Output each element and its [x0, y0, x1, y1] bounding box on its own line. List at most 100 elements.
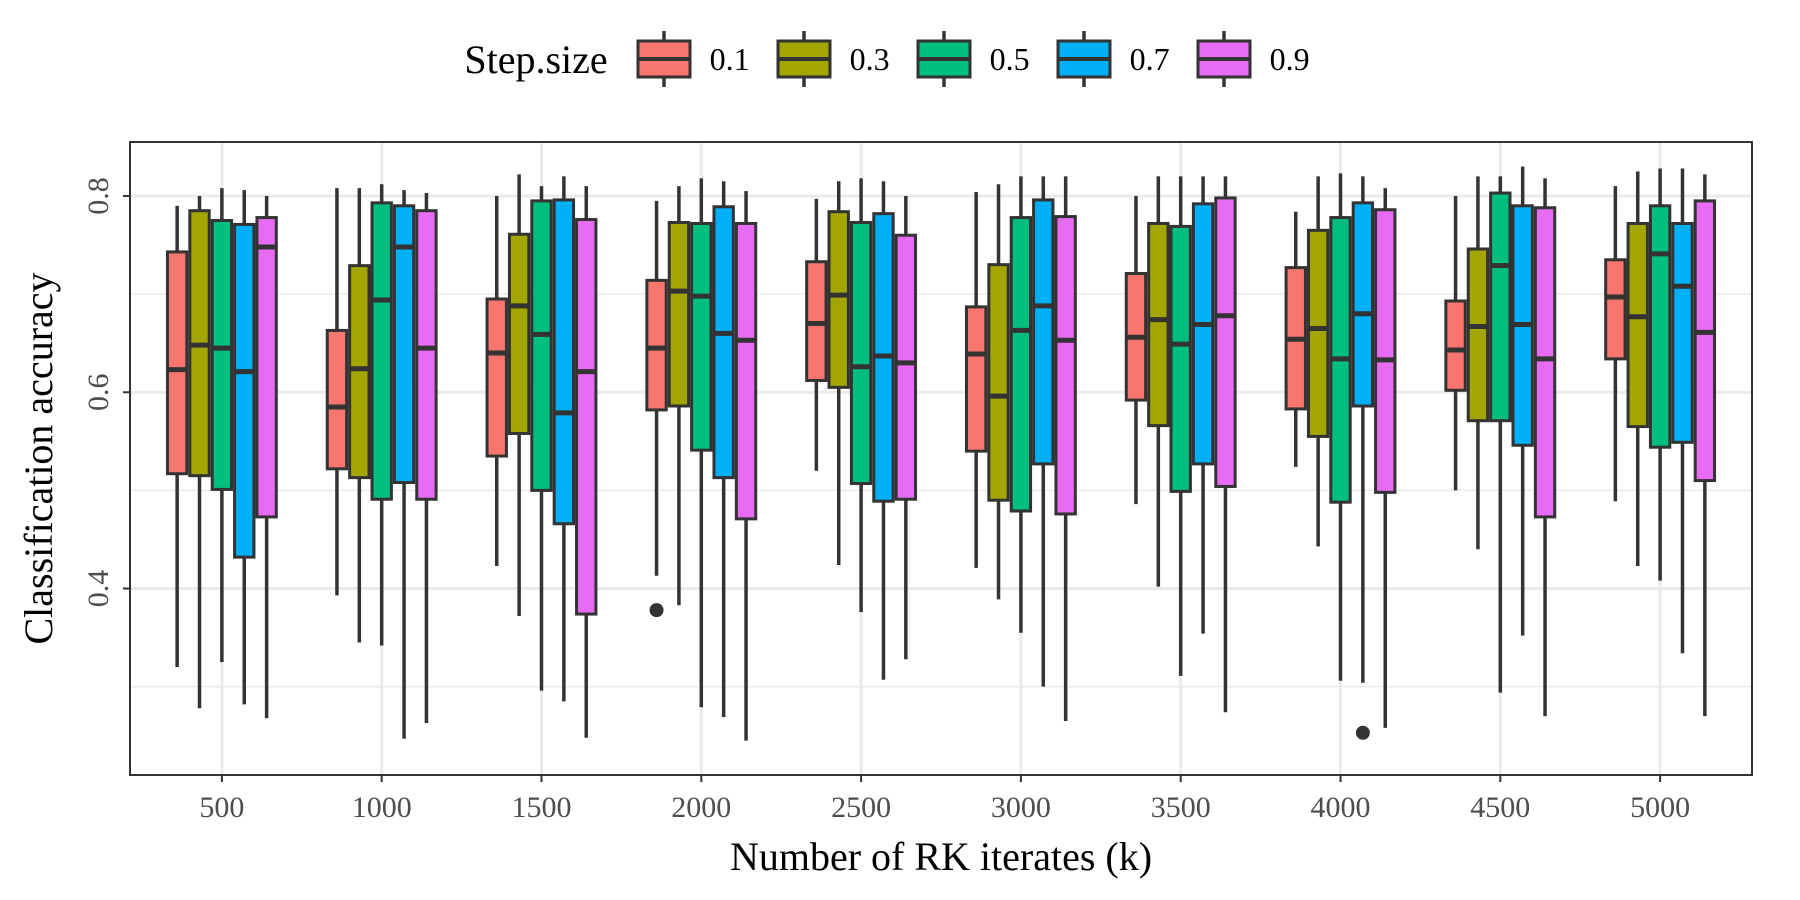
box-body: [1191, 202, 1215, 466]
box-0.3-4500: [1466, 176, 1490, 550]
box-0.1-2500: [805, 198, 828, 471]
y-axis-title: Classification accuracy: [16, 272, 61, 644]
box-0.5-4500: [1489, 176, 1512, 693]
legend-item-0.9: 0.9: [1196, 27, 1310, 91]
outlier-point: [649, 603, 664, 618]
box-0.7-1000: [392, 190, 416, 739]
box-body: [1604, 258, 1627, 361]
box-body: [712, 205, 735, 480]
box-body: [1374, 208, 1397, 494]
box-body: [530, 199, 553, 492]
box-0.1-3500: [1124, 195, 1148, 505]
box-0.1-4000: [1284, 211, 1307, 467]
box-0.3-1000: [348, 188, 371, 643]
box-0.5-2500: [849, 178, 873, 613]
box-body: [827, 210, 850, 389]
x-tick-label: 5000: [1630, 791, 1690, 824]
outlier-point: [1355, 725, 1370, 740]
box-0.9-3000: [1054, 176, 1077, 722]
box-0.3-1500: [507, 174, 531, 617]
box-body: [1648, 204, 1672, 449]
box-0.7-1500: [552, 176, 576, 702]
legend-key: [916, 27, 972, 91]
box-0.1-1500: [485, 195, 508, 566]
legend: Step.size 0.1 0.3 0.5 0.7 0.9: [0, 24, 1800, 94]
legend-label: 0.5: [989, 40, 1030, 77]
legend-item-0.5: 0.5: [916, 27, 1030, 91]
box-0.1-500: [165, 205, 189, 668]
box-0.9-5000: [1693, 174, 1717, 717]
box-body: [165, 250, 189, 476]
box-0.3-2000: [667, 186, 691, 606]
box-body: [575, 218, 598, 616]
y-tick-label: 0.4: [82, 570, 115, 608]
box-0.5-3500: [1169, 176, 1192, 676]
box-0.1-2000: [645, 200, 668, 618]
box-body: [1009, 216, 1033, 513]
box-0.9-2500: [894, 195, 918, 660]
box-0.7-3000: [1032, 176, 1055, 687]
box-0.1-3000: [964, 192, 988, 568]
legend-key: [636, 27, 692, 91]
x-tick-label: 1500: [511, 791, 571, 824]
box-0.7-4500: [1511, 166, 1534, 636]
box-body: [485, 297, 508, 458]
x-tick-label: 4500: [1470, 791, 1530, 824]
box-body: [255, 216, 278, 519]
box-0.9-1500: [575, 186, 598, 738]
box-body: [233, 222, 256, 559]
box-0.5-1000: [370, 184, 393, 646]
x-tick-label: 3500: [1151, 791, 1211, 824]
x-tick-label: 3000: [991, 791, 1051, 824]
box-0.9-2000: [734, 191, 758, 741]
box-0.3-3000: [987, 184, 1010, 600]
box-body: [325, 328, 349, 471]
legend-title: Step.size: [464, 36, 608, 82]
box-0.9-4000: [1374, 188, 1397, 728]
box-0.5-4000: [1329, 173, 1352, 681]
box-body: [690, 221, 713, 452]
box-0.7-2500: [872, 181, 895, 680]
box-body: [507, 232, 531, 435]
box-body: [667, 220, 691, 408]
box-0.5-2000: [690, 178, 713, 708]
panel-border: [129, 141, 1753, 776]
legend-label: 0.3: [849, 40, 890, 77]
y-tick-label: 0.6: [82, 374, 115, 412]
box-body: [415, 209, 438, 501]
legend-label: 0.7: [1129, 40, 1170, 77]
box-0.9-500: [255, 195, 278, 719]
box-body: [1169, 224, 1192, 493]
box-0.3-3500: [1147, 176, 1170, 587]
box-body: [392, 204, 416, 485]
box-0.7-2000: [712, 181, 735, 718]
box-body: [734, 221, 758, 521]
box-0.1-1000: [325, 188, 349, 596]
box-body: [1693, 199, 1717, 483]
box-0.7-5000: [1671, 168, 1694, 654]
legend-item-0.3: 0.3: [776, 27, 890, 91]
box-body: [370, 201, 393, 501]
x-tick-label: 2000: [671, 791, 731, 824]
box-body: [1147, 221, 1170, 428]
box-0.3-4000: [1306, 176, 1330, 547]
box-body: [1351, 201, 1375, 408]
x-tick-label: 2500: [831, 791, 891, 824]
box-body: [1626, 221, 1649, 429]
box-body: [987, 263, 1010, 502]
box-body: [645, 278, 668, 412]
box-body: [552, 198, 576, 526]
box-body: [1444, 299, 1467, 392]
box-0.3-500: [188, 195, 211, 709]
box-0.5-500: [210, 188, 234, 663]
legend-key: [1056, 27, 1112, 91]
box-body: [1466, 247, 1490, 423]
x-axis-title: Number of RK iterates (k): [730, 834, 1152, 879]
legend-item-0.1: 0.1: [636, 27, 750, 91]
box-0.1-5000: [1604, 186, 1627, 502]
x-tick-label: 500: [199, 791, 244, 824]
box-0.5-1500: [530, 186, 553, 691]
legend-label: 0.9: [1269, 40, 1310, 77]
box-body: [1054, 215, 1077, 516]
legend-item-0.7: 0.7: [1056, 27, 1170, 91]
